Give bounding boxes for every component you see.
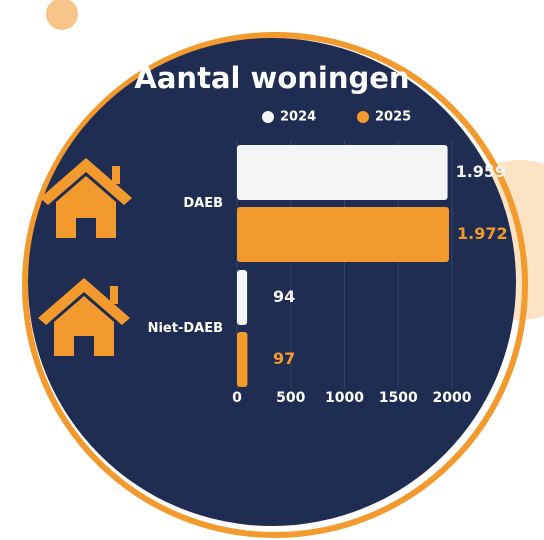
- data-label: 1.959: [456, 162, 507, 181]
- x-tick-label: 1500: [379, 390, 418, 406]
- x-tick-label: 500: [276, 390, 305, 406]
- x-tick-label: 1000: [325, 390, 364, 406]
- x-tick-label: 2000: [433, 390, 472, 406]
- data-label: 94: [273, 287, 295, 306]
- background-circle: [28, 38, 516, 526]
- bar: [237, 145, 448, 200]
- legend-marker: [262, 111, 274, 123]
- legend-label: 2025: [375, 110, 411, 125]
- decor-dot: [46, 0, 78, 30]
- chart-title: Aantal woningen: [134, 61, 409, 95]
- bar: [237, 332, 247, 387]
- x-tick-label: 0: [232, 390, 242, 406]
- bar: [237, 207, 449, 262]
- data-label: 97: [273, 349, 295, 368]
- y-tick-label: DAEB: [183, 196, 223, 211]
- bar: [237, 270, 247, 325]
- data-label: 1.972: [457, 224, 508, 243]
- legend-label: 2024: [280, 110, 316, 125]
- chart: Aantal woningen 0 500 1000 1500 2000 2024 2025…: [0, 0, 544, 540]
- y-tick-label: Niet-DAEB: [148, 321, 223, 336]
- legend-marker: [357, 111, 369, 123]
